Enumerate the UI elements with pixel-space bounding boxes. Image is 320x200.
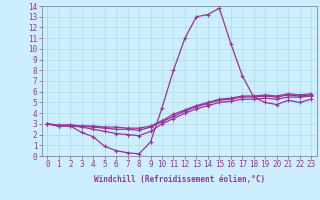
X-axis label: Windchill (Refroidissement éolien,°C): Windchill (Refroidissement éolien,°C) xyxy=(94,175,265,184)
